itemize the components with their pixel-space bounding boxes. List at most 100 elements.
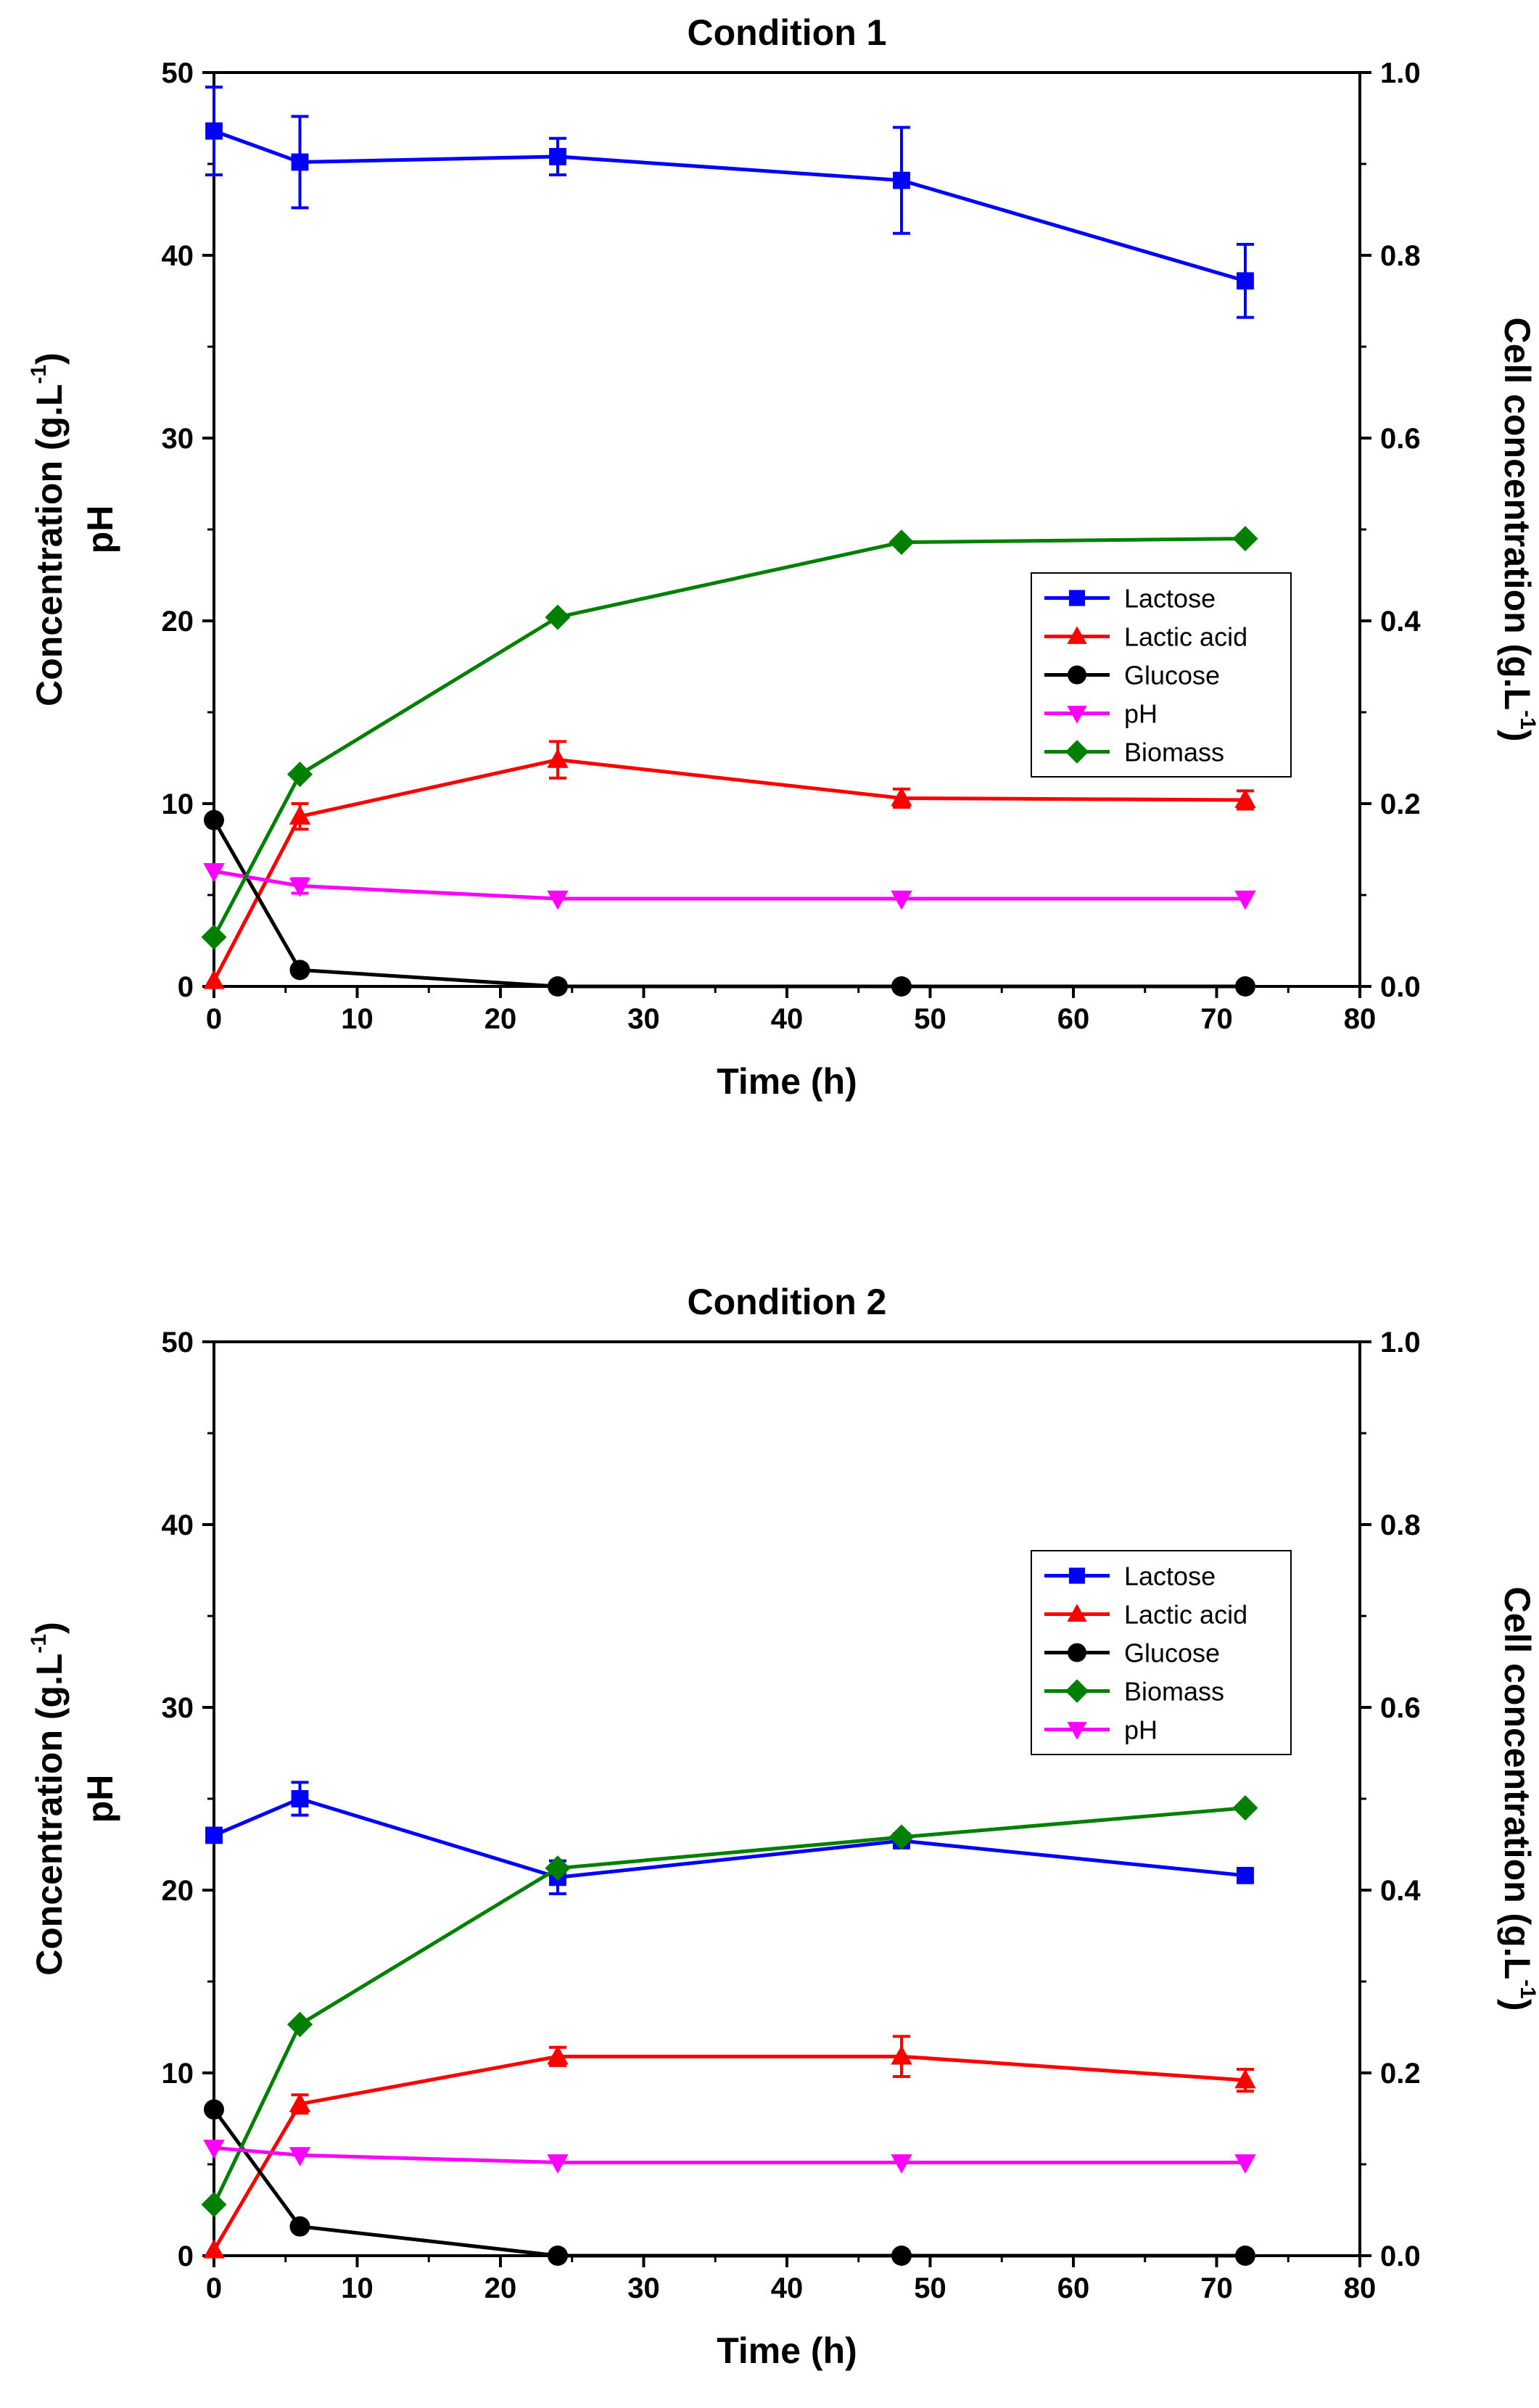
legend-label: Glucose: [1124, 661, 1220, 690]
y-left-tick-label: 0: [178, 2240, 194, 2272]
legend-label: Glucose: [1124, 1638, 1220, 1668]
x-tick-label: 50: [914, 1003, 946, 1035]
series-lactose: [205, 1781, 1254, 1896]
series-glucose: [204, 809, 1255, 997]
y-left-tick-label: 50: [162, 1327, 194, 1358]
data-point: [548, 976, 568, 997]
data-point: [287, 762, 313, 788]
y-right-tick-label: 0.6: [1380, 423, 1421, 455]
x-tick-label: 70: [1200, 2272, 1233, 2304]
legend-label: pH: [1124, 699, 1158, 729]
y-right-axis-label: Cell concentration (g.L-1): [1497, 317, 1539, 741]
data-point: [888, 529, 915, 556]
series-lactose: [205, 86, 1254, 319]
legend-marker: [1068, 1643, 1086, 1662]
legend-label: Lactic acid: [1124, 622, 1247, 652]
x-tick-label: 20: [484, 2272, 517, 2304]
x-tick-label: 80: [1344, 2272, 1377, 2304]
data-point: [1237, 1866, 1254, 1884]
legend-marker: [1067, 1722, 1087, 1740]
x-tick-label: 60: [1057, 2272, 1090, 2304]
series-line: [212, 2108, 1245, 2258]
data-point: [289, 2092, 311, 2113]
data-point: [291, 153, 309, 171]
x-tick-label: 40: [771, 1003, 804, 1035]
data-point: [203, 2239, 225, 2259]
legend-marker: [1067, 1604, 1087, 1622]
series-biomass: [201, 526, 1258, 950]
y-right-tick-label: 0.8: [1380, 1509, 1421, 1541]
legend-marker: [1065, 1679, 1089, 1703]
chart-title: Condition 1: [688, 12, 887, 53]
data-point: [289, 960, 310, 981]
y-left-tick-label: 10: [162, 788, 194, 820]
data-point: [891, 787, 912, 807]
data-point: [205, 122, 223, 140]
y-left-tick-label: 20: [162, 1875, 194, 1907]
data-point: [545, 604, 571, 630]
series-line: [212, 819, 1245, 989]
y-right-tick-label: 0.0: [1380, 971, 1421, 1003]
x-axis-label: Time (h): [717, 2330, 857, 2371]
data-point: [1234, 2069, 1256, 2089]
data-point: [1232, 1795, 1258, 1821]
legend-marker: [1068, 665, 1086, 685]
y-left-axis-label-ph: pH: [80, 506, 120, 554]
y-right-tick-label: 0.0: [1380, 2240, 1421, 2272]
series-line: [213, 1797, 1246, 1879]
data-point: [203, 863, 225, 883]
data-point: [1232, 526, 1258, 552]
data-point: [203, 2140, 225, 2159]
series-lactic-acid: [203, 740, 1256, 989]
y-left-tick-label: 10: [162, 2058, 194, 2090]
x-tick-label: 0: [206, 2272, 222, 2304]
series-lactic-acid: [203, 2034, 1256, 2259]
y-left-tick-label: 40: [162, 1509, 194, 1541]
data-point: [204, 809, 224, 830]
legend-label: Biomass: [1124, 1677, 1224, 1707]
data-point: [201, 924, 227, 950]
data-point: [545, 1855, 571, 1881]
x-axis-label: Time (h): [717, 1061, 857, 1102]
legend: Lactose Lactic acid Glucose Biomass pH: [1031, 1550, 1292, 1755]
data-point: [203, 970, 225, 989]
y-left-axis-label-ph: pH: [80, 1775, 120, 1823]
y-right-tick-label: 0.4: [1380, 1875, 1421, 1907]
plot-frame: [213, 71, 1361, 988]
y-left-axis-label: Concentration (g.L-1): [27, 1622, 70, 1976]
y-left-tick-label: 20: [162, 606, 194, 638]
legend-label: Lactic acid: [1124, 1600, 1247, 1630]
data-point: [289, 2147, 311, 2166]
series-line: [213, 2145, 1245, 2164]
y-left-tick-label: 50: [162, 57, 194, 89]
x-tick-label: 60: [1057, 1003, 1090, 1035]
data-point: [548, 2246, 568, 2266]
y-left-tick-label: 0: [178, 971, 194, 1003]
legend-marker: [1068, 590, 1086, 606]
series-line: [212, 1806, 1246, 2206]
data-point: [891, 976, 912, 997]
data-point: [1235, 2246, 1255, 2266]
y-right-tick-label: 0.2: [1380, 788, 1421, 820]
data-point: [891, 890, 912, 910]
x-tick-label: 70: [1200, 1003, 1233, 1035]
data-point: [547, 890, 569, 910]
data-point: [291, 1790, 309, 1807]
y-right-tick-label: 0.2: [1380, 2058, 1421, 2090]
chart-panel-2: Condition 2 0 10 20 30 40 50 60 70 80 0 10 20 30 40 50 0…: [27, 1282, 1539, 2371]
chart-panel-1: Condition 1 0 10 20 30 40 50 60 70 80 0 10 20 30 40 50 0…: [27, 12, 1539, 1102]
legend-label: Lactose: [1124, 584, 1216, 614]
x-tick-label: 40: [771, 2272, 804, 2304]
legend: Lactose Lactic acid Glucose pH Biomass: [1031, 572, 1292, 778]
data-point: [891, 2045, 912, 2065]
y-left-tick-label: 30: [162, 1692, 194, 1724]
data-point: [1234, 2154, 1256, 2174]
data-point: [205, 1826, 223, 1844]
y-left-tick-label: 40: [162, 240, 194, 272]
data-point: [1234, 788, 1256, 809]
legend-marker: [1067, 706, 1087, 724]
plot-frame: [213, 1340, 1361, 2257]
data-point: [547, 749, 569, 768]
data-point: [891, 2246, 912, 2266]
